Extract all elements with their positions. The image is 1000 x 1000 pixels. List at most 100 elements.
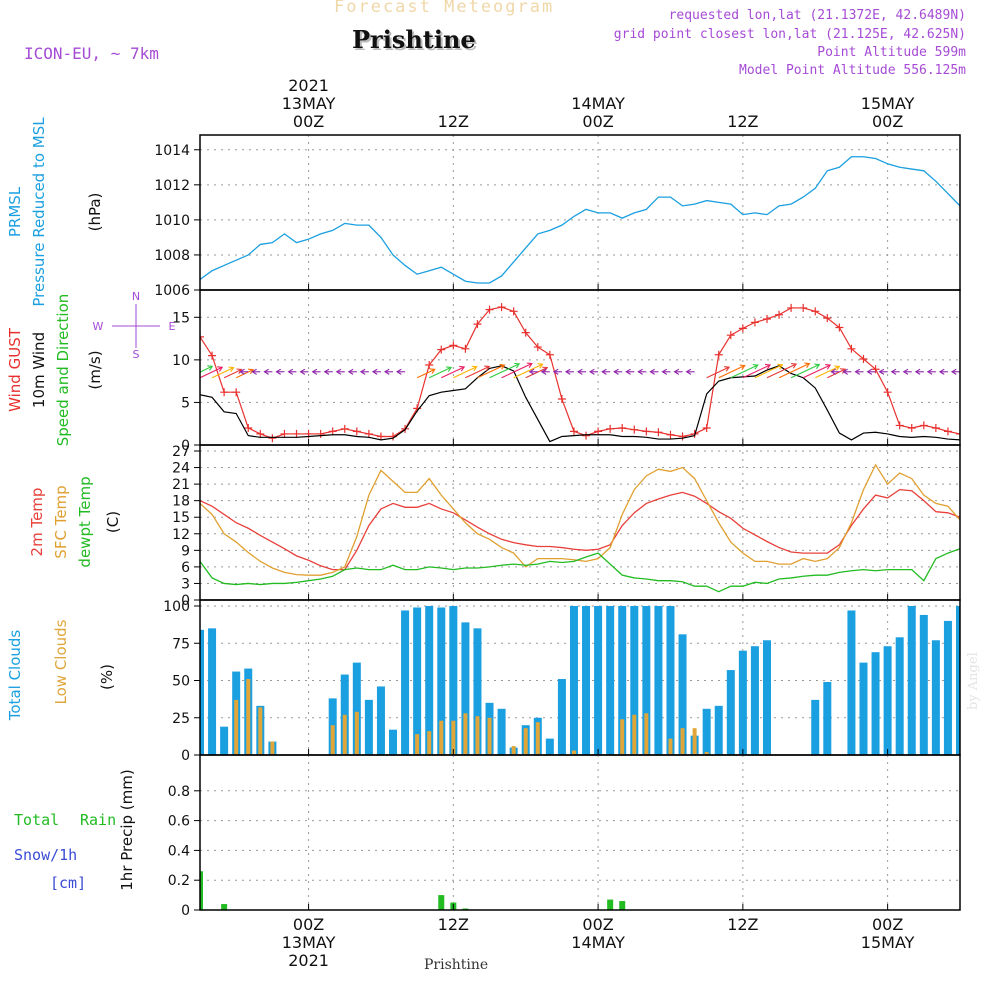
low-cloud-bar — [270, 741, 275, 755]
low-cloud-bar — [330, 725, 335, 755]
footer-station: Prishtine — [424, 957, 489, 973]
total-cloud-bar — [931, 640, 940, 755]
t2m-label: 2m Temp — [28, 488, 46, 557]
wind-arrow — [223, 368, 242, 379]
total-cloud-bar — [750, 646, 759, 755]
wind-arrow-head — [890, 368, 897, 375]
wind-arrow-head — [685, 368, 692, 375]
wind-arrow-head — [914, 368, 921, 375]
total-cloud-bar — [847, 610, 856, 755]
panel-frame — [199, 754, 961, 911]
gust-point — [980, 432, 988, 440]
y-tick-label: 9 — [181, 543, 190, 559]
gust-point — [678, 432, 687, 441]
gust-point — [582, 431, 591, 440]
top-time-label: 00Z — [872, 112, 903, 131]
total-cloud-bar — [714, 705, 723, 755]
total-cloud-bar — [702, 708, 711, 755]
low-cloud-bar — [632, 714, 637, 755]
wind-arrow — [802, 364, 831, 379]
wind-arrow — [742, 364, 771, 379]
wind-arrow-head — [537, 363, 544, 369]
gust-point — [485, 305, 494, 314]
y-tick-label: 3 — [181, 576, 190, 592]
wind-arrow-head — [765, 363, 772, 370]
wind-arrow-head — [299, 368, 306, 375]
station-title: Prishtine — [352, 25, 476, 54]
low-cloud-bar — [620, 719, 625, 755]
wind-arrow-head — [804, 362, 811, 369]
wind-arrow-head — [248, 368, 255, 375]
pressure-label: PRMSL — [6, 186, 24, 237]
gust-point — [569, 427, 578, 436]
compass-n: N — [132, 290, 140, 303]
wind-arrow — [453, 366, 477, 379]
low-cloud-bar — [342, 714, 347, 755]
wind-arrow-head — [552, 368, 559, 375]
wind-arrow-head — [589, 368, 595, 375]
gust-line — [200, 306, 960, 439]
panel-wind — [200, 290, 988, 445]
dew-label: dewpt Temp — [76, 476, 94, 567]
wind-arrow-head — [383, 368, 390, 375]
gust-point — [618, 423, 627, 432]
wind-arrow — [211, 367, 234, 379]
total-cloud-bar — [895, 637, 904, 755]
gust-point — [775, 310, 784, 319]
gust-point — [509, 307, 518, 316]
total-cloud-bar — [654, 606, 663, 755]
wind-arrow-head — [964, 369, 968, 374]
panel-temperature — [200, 445, 960, 600]
precip-rain-label: Rain — [80, 811, 116, 829]
top-time-label: 12Z — [438, 112, 469, 131]
low-cloud-bar — [571, 750, 576, 755]
wind-arrow-head — [673, 368, 680, 375]
low-cloud-bar — [535, 722, 540, 755]
point-altitude: Point Altitude 599m — [817, 45, 966, 60]
wind-arrow — [718, 365, 745, 379]
low-cloud-bar — [415, 734, 420, 755]
total-cloud-bar — [630, 606, 639, 755]
wind-arrow — [706, 366, 730, 379]
y-tick-label: 0 — [181, 748, 190, 764]
wind-arrow-head — [396, 368, 402, 375]
total-cloud-bar — [992, 613, 1000, 755]
gust-point — [280, 429, 289, 438]
gust-point — [533, 343, 542, 352]
gust-point — [606, 424, 615, 433]
wind-arrow-head — [878, 368, 885, 375]
bottom-time-label: 12Z — [727, 915, 758, 934]
total-cloud-bar — [557, 679, 566, 755]
precip-unit: 1hr Precip (mm) — [118, 769, 136, 890]
low-cloud-bar — [692, 728, 697, 755]
y-tick-label: 1008 — [154, 248, 190, 264]
wind-arrow — [778, 363, 810, 379]
total-cloud-bar — [823, 681, 832, 755]
y-tick-label: 0.6 — [168, 814, 190, 830]
total-cloud-bar — [401, 610, 410, 755]
wind-arrow-head — [359, 368, 366, 375]
requested-coords: requested lon,lat (21.1372E, 42.6489N) — [668, 8, 966, 23]
y-tick-label: 18 — [172, 494, 190, 510]
pressure-unit: (hPa) — [86, 193, 104, 232]
total-cloud-bar — [980, 606, 988, 755]
total-cloud-bar — [811, 699, 820, 755]
low-cloud-bar — [487, 717, 492, 755]
precip-bar — [200, 871, 203, 910]
wind-arrow-head — [251, 368, 257, 375]
gust-point — [473, 320, 482, 329]
gust-point — [811, 307, 820, 316]
cloud-unit: (%) — [98, 664, 116, 690]
wind-arrow-head — [791, 363, 798, 369]
wind-arrow-head — [335, 368, 342, 375]
wind-arrow-head — [902, 368, 909, 375]
gust-point — [594, 427, 603, 436]
wind-line — [200, 365, 960, 443]
wind-arrow-head — [217, 366, 224, 372]
gust-point — [208, 351, 217, 360]
y-tick-label: 50 — [172, 674, 190, 690]
wind-arrow-head — [239, 368, 245, 375]
top-time-label: 12Z — [727, 112, 758, 131]
y-tick-label: 6 — [181, 560, 190, 576]
gust-point — [376, 432, 385, 441]
